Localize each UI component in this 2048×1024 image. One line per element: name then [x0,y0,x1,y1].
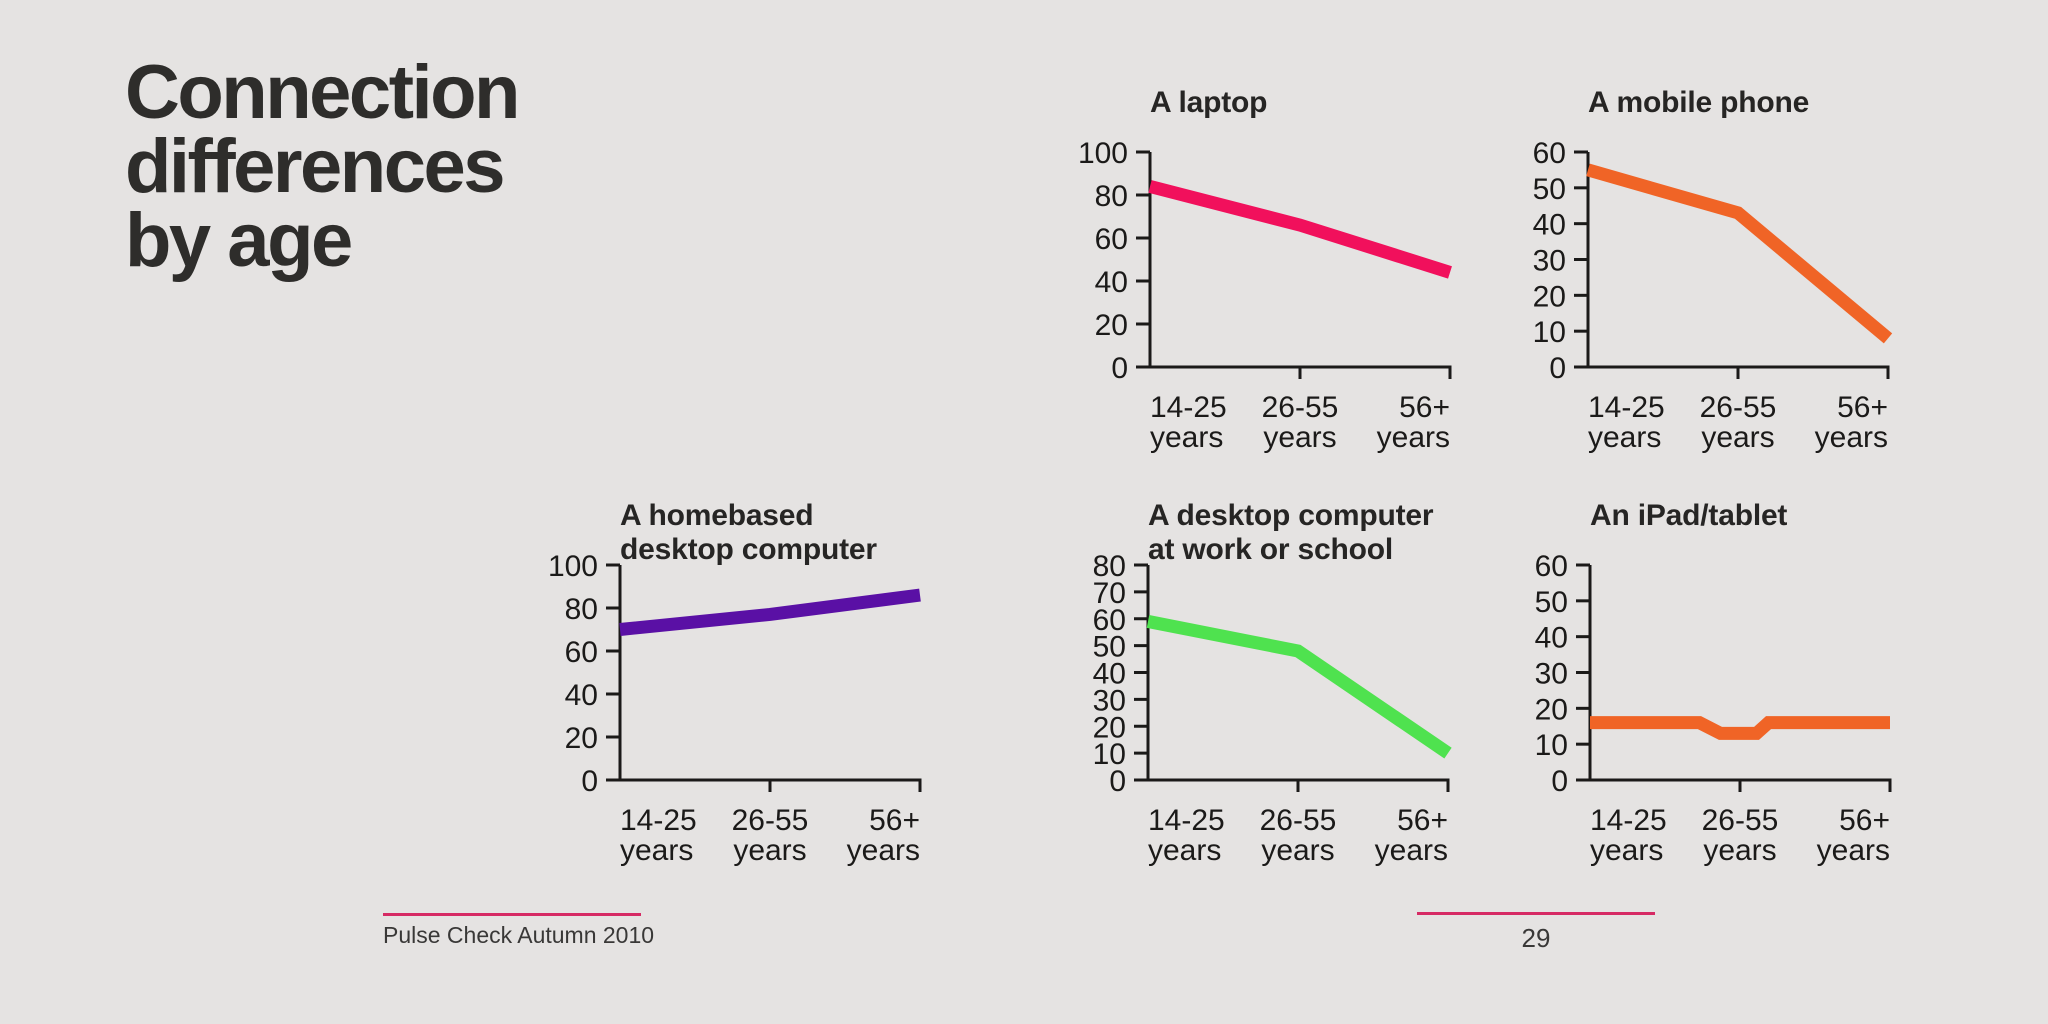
x-category-label: 14-25 [1590,804,1667,837]
y-tick-label: 80 [565,593,598,626]
y-tick-label: 80 [1095,180,1128,213]
x-category-label: 26-55 [732,804,809,837]
x-category-label: 26-55 [1260,804,1337,837]
y-tick-label: 0 [581,765,598,798]
chart-mobile-phone: 0 10 20 30 40 50 60 14-25 years 26-55 years 56+ year… [1493,76,1923,456]
chart-title-work-desktop: A desktop computer at work or school [1148,499,1434,566]
x-category-label: years [847,834,920,867]
x-category-label: years [1375,834,1448,867]
y-tick-label: 40 [1093,658,1126,691]
data-line [1590,716,1890,740]
data-line [619,588,921,636]
y-tick-label: 40 [1533,209,1566,242]
y-tick-label: 30 [1533,245,1566,278]
chart-title-ipad-tablet: An iPad/tablet [1590,499,1788,532]
data-line [1148,180,1452,279]
x-category-label: 26-55 [1700,391,1777,424]
y-tick-label: 20 [1533,280,1566,313]
x-category-label: 14-25 [1148,804,1225,837]
y-tick-label: 60 [565,636,598,669]
y-tick-label: 10 [1535,729,1568,762]
x-category-label: 14-25 [1150,391,1227,424]
x-category-label: years [1588,421,1661,454]
x-category-label: 56+ [1837,391,1888,424]
mobile-phone-plot: 010203040506014-25years26-55years56+year… [1533,137,1893,454]
y-tick-label: 20 [565,722,598,755]
x-category-label: years [1263,421,1336,454]
chart-title-laptop: A laptop [1150,86,1268,119]
y-tick-label: 60 [1095,223,1128,256]
x-category-label: years [620,834,693,867]
x-category-label: 56+ [869,804,920,837]
x-category-label: years [733,834,806,867]
y-tick-label: 50 [1093,631,1126,664]
y-tick-label: 30 [1093,684,1126,717]
y-tick-label: 100 [1078,137,1128,170]
ipad-tablet-plot: 010203040506014-25years26-55years56+year… [1535,550,1892,867]
data-line [1146,615,1452,759]
y-tick-label: 80 [1093,550,1126,583]
x-category-label: years [1148,834,1221,867]
chart-homebased-desktop: 0 20 40 60 80 100 14-25 years 26-55 years 56+ years… [525,489,955,869]
x-category-label: 26-55 [1702,804,1779,837]
data-line [1586,163,1893,344]
y-tick-label: 0 [1551,765,1568,798]
chart-laptop: 0 20 40 60 80 100 14-25 years 26-55 years 56+ years… [1055,76,1485,456]
footer-rule-left [383,913,641,916]
y-tick-label: 100 [548,550,598,583]
footer-rule-right [1417,912,1655,915]
x-category-label: years [1261,834,1334,867]
chart-ipad-tablet: 0 10 20 30 40 50 60 14-25 years 26-55 years 56+ year… [1495,489,1925,869]
page-title: Connection differences by age [125,50,520,283]
y-tick-label: 10 [1093,738,1126,771]
x-category-label: years [1815,421,1888,454]
x-category-label: years [1150,421,1223,454]
y-tick-label: 50 [1533,173,1566,206]
y-tick-label: 40 [565,679,598,712]
page-number: 29 [1521,923,1551,953]
y-tick-label: 20 [1535,693,1568,726]
y-tick-label: 30 [1535,658,1568,691]
y-tick-label: 40 [1095,266,1128,299]
y-tick-label: 60 [1533,137,1566,170]
x-category-label: years [1703,834,1776,867]
footer-source: Pulse Check Autumn 2010 [383,922,655,948]
y-tick-label: 60 [1093,604,1126,637]
x-category-label: 26-55 [1262,391,1339,424]
chart-work-desktop: 0 10 20 30 40 50 60 70 80 14-25 years 26-55 years 56+… [1053,489,1483,869]
work-desktop-plot: 0102030405060708014-25years26-55years56+… [1093,550,1452,867]
y-tick-label: 0 [1111,352,1128,385]
x-category-label: years [1701,421,1774,454]
y-tick-label: 10 [1533,316,1566,349]
y-tick-label: 0 [1109,765,1126,798]
y-tick-label: 50 [1535,586,1568,619]
chart-title-homebased-desktop: A homebased desktop computer [620,499,877,566]
x-category-label: years [1377,421,1450,454]
y-tick-label: 70 [1093,577,1126,610]
x-category-label: 56+ [1397,804,1448,837]
x-category-label: years [1817,834,1890,867]
chart-title-mobile-phone: A mobile phone [1588,86,1810,119]
x-category-label: years [1590,834,1663,867]
y-tick-label: 40 [1535,622,1568,655]
y-tick-label: 60 [1535,550,1568,583]
x-category-label: 14-25 [620,804,697,837]
x-category-label: 56+ [1399,391,1450,424]
y-tick-label: 20 [1095,309,1128,342]
x-category-label: 56+ [1839,804,1890,837]
y-tick-label: 20 [1093,711,1126,744]
x-category-label: 14-25 [1588,391,1665,424]
y-tick-label: 0 [1549,352,1566,385]
